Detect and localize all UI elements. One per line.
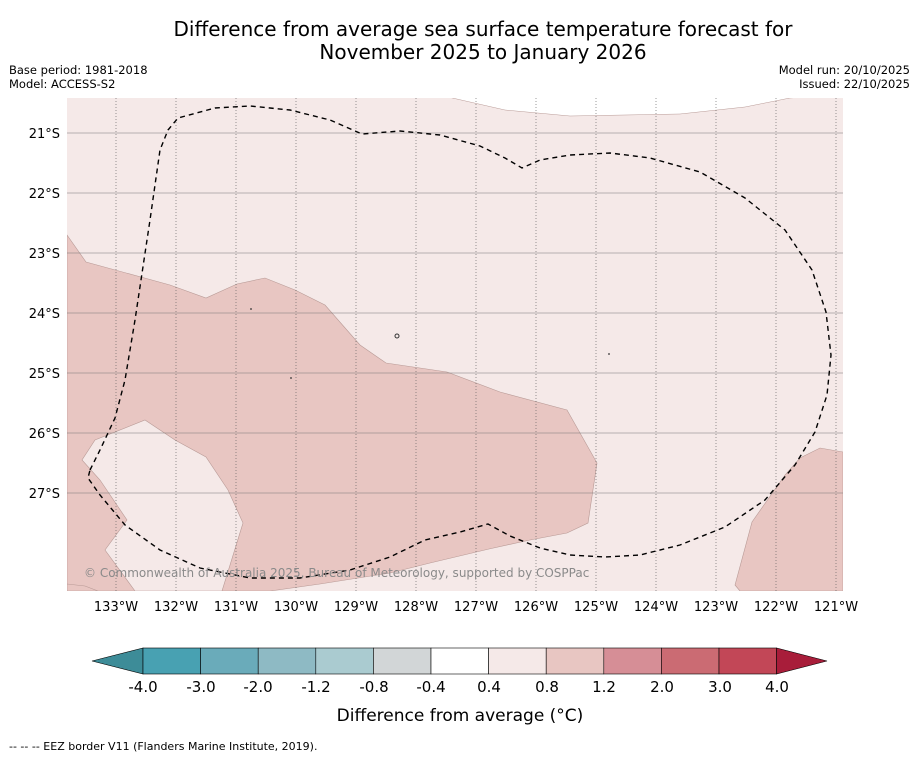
title-line-2: November 2025 to January 2026 bbox=[319, 40, 647, 64]
lat-label: 24°S bbox=[29, 307, 60, 322]
lon-label: 127°W bbox=[454, 600, 498, 615]
eez-border-legend: -- -- -- EEZ border V11 (Flanders Marine… bbox=[9, 740, 318, 753]
meta-right: Model run: 20/10/2025 Issued: 22/10/2025 bbox=[779, 63, 910, 91]
colorbar-segment bbox=[142, 647, 201, 675]
colorbar-segment bbox=[545, 647, 605, 675]
colorbar-tick: 4.0 bbox=[765, 678, 789, 696]
warm-corner-southwest bbox=[67, 583, 99, 591]
colorbar-tick: 2.0 bbox=[650, 678, 674, 696]
lon-label: 125°W bbox=[574, 600, 618, 615]
lon-labels: 133°W 132°W 131°W 130°W 129°W 128°W 127°… bbox=[94, 600, 858, 615]
neutral-region-north bbox=[451, 98, 794, 117]
base-period: Base period: 1981-2018 bbox=[9, 63, 148, 77]
lat-label: 25°S bbox=[29, 367, 60, 382]
colorbar-segment bbox=[373, 647, 432, 675]
colorbar-tick-labels: -4.0 -3.0 -2.0 -1.2 -0.8 -0.4 0.4 0.8 1.… bbox=[128, 678, 789, 696]
lat-labels: 21°S 22°S 23°S 24°S 25°S 26°S 27°S bbox=[29, 127, 60, 502]
colorbar-tick: 1.2 bbox=[592, 678, 616, 696]
lon-label: 129°W bbox=[334, 600, 378, 615]
colorbar-segment bbox=[661, 647, 720, 675]
meta-left: Base period: 1981-2018 Model: ACCESS-S2 bbox=[9, 63, 148, 91]
cool-pocket-southwest bbox=[81, 419, 244, 591]
lon-label: 126°W bbox=[514, 600, 558, 615]
lat-label: 27°S bbox=[29, 487, 60, 502]
map-gridlines bbox=[67, 98, 843, 591]
lon-label: 123°W bbox=[694, 600, 738, 615]
anomaly-regions bbox=[67, 98, 843, 591]
island-marker bbox=[250, 308, 252, 310]
lon-label: 122°W bbox=[754, 600, 798, 615]
colorbar-segment bbox=[718, 647, 777, 675]
title-line-1: Difference from average sea surface temp… bbox=[173, 17, 793, 41]
issued-date: Issued: 22/10/2025 bbox=[799, 77, 910, 91]
lon-label: 124°W bbox=[634, 600, 678, 615]
eez-border bbox=[87, 105, 832, 579]
lon-label: 121°W bbox=[814, 600, 858, 615]
colorbar-tick: -3.0 bbox=[186, 678, 215, 696]
lon-label: 130°W bbox=[274, 600, 318, 615]
colorbar-tick: -4.0 bbox=[128, 678, 157, 696]
lat-label: 21°S bbox=[29, 127, 60, 142]
colorbar-extend-high bbox=[776, 647, 828, 675]
lat-label: 26°S bbox=[29, 427, 60, 442]
colorbar-segment bbox=[315, 647, 374, 675]
lon-label: 131°W bbox=[214, 600, 258, 615]
colorbar-label: Difference from average (°C) bbox=[337, 706, 584, 726]
colorbar-segment bbox=[488, 647, 547, 675]
colorbar-tick: -1.2 bbox=[301, 678, 330, 696]
lat-label: 22°S bbox=[29, 187, 60, 202]
colorbar-extend-low bbox=[91, 647, 144, 675]
lon-label: 128°W bbox=[394, 600, 438, 615]
colorbar bbox=[91, 647, 828, 675]
island-marker bbox=[394, 333, 400, 339]
model-run: Model run: 20/10/2025 bbox=[778, 63, 910, 77]
colorbar-tick: 0.8 bbox=[535, 678, 559, 696]
model-name: Model: ACCESS-S2 bbox=[9, 77, 116, 91]
colorbar-tick: 3.0 bbox=[708, 678, 732, 696]
warm-region-southeast bbox=[734, 447, 843, 591]
copyright-text: © Commonwealth of Australia 2025, Bureau… bbox=[84, 566, 589, 580]
island-marker bbox=[290, 377, 292, 379]
lon-label: 132°W bbox=[154, 600, 198, 615]
colorbar-segment bbox=[257, 647, 317, 675]
chart-title: Difference from average sea surface temp… bbox=[0, 18, 919, 64]
island-marker bbox=[608, 353, 610, 355]
lat-label: 23°S bbox=[29, 247, 60, 262]
colorbar-tick: 0.4 bbox=[477, 678, 501, 696]
colorbar-tick: -2.0 bbox=[243, 678, 272, 696]
lon-label: 133°W bbox=[94, 600, 138, 615]
colorbar-tick: -0.4 bbox=[416, 678, 445, 696]
colorbar-segment bbox=[430, 647, 489, 675]
colorbar-segment bbox=[603, 647, 662, 675]
colorbar-segment bbox=[200, 647, 259, 675]
colorbar-tick: -0.8 bbox=[359, 678, 388, 696]
